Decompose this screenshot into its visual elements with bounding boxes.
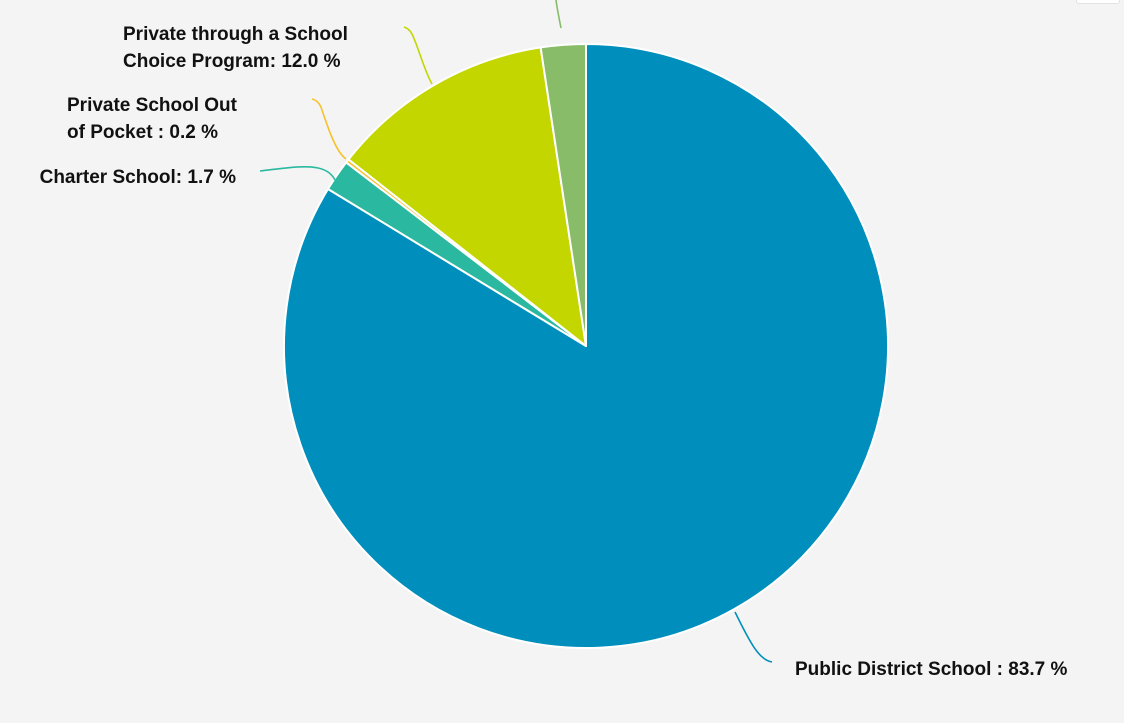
export-menu-button[interactable] [1076,0,1120,4]
leader-line-public-district-school [734,611,773,663]
slice-label-private-through-a-school-choice-program: Private through a School Choice Program: … [123,24,348,72]
pie-slice-slice-4[interactable] [539,43,587,347]
leader-line-slice-4 [555,0,562,29]
slice-label-charter-school: Charter School: 1.7 % [40,167,236,188]
leader-line-private-school-out-of-pocket [311,98,347,160]
leader-line-private-through-a-school-choice-program [403,26,433,85]
pie-slice-private-through-a-school-choice-program[interactable] [347,46,587,347]
slice-label-private-school-out-of-pocket: Private School Out of Pocket : 0.2 % [67,95,238,143]
slice-label-public-district-school: Public District School : 83.7 % [795,659,1068,680]
leader-line-charter-school [259,166,336,181]
